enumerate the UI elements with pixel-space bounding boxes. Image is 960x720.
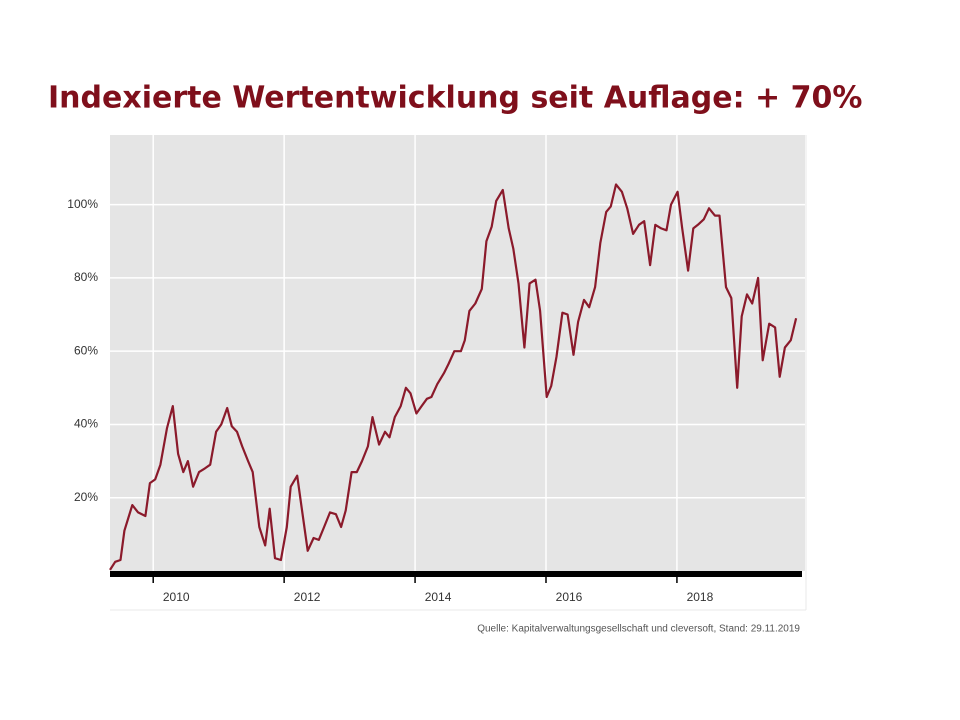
data-line (109, 183, 798, 571)
y-tick-label: 60% (74, 343, 98, 357)
y-tick-label: 80% (74, 270, 98, 284)
x-tick-label: 2014 (425, 590, 452, 604)
chart-title: Indexierte Wertentwicklung seit Auflage:… (48, 81, 862, 116)
plot-background (110, 135, 805, 571)
x-tick-label: 2010 (163, 590, 190, 604)
source-note: Quelle: Kapitalverwaltungsgesellschaft u… (477, 624, 800, 635)
x-tick-label: 2018 (687, 590, 714, 604)
x-tick-label: 2016 (556, 590, 583, 604)
y-tick-label: 100% (67, 197, 98, 211)
y-tick-label: 40% (74, 417, 98, 431)
y-tick-label: 20% (74, 490, 98, 504)
x-tick-label: 2012 (294, 590, 321, 604)
